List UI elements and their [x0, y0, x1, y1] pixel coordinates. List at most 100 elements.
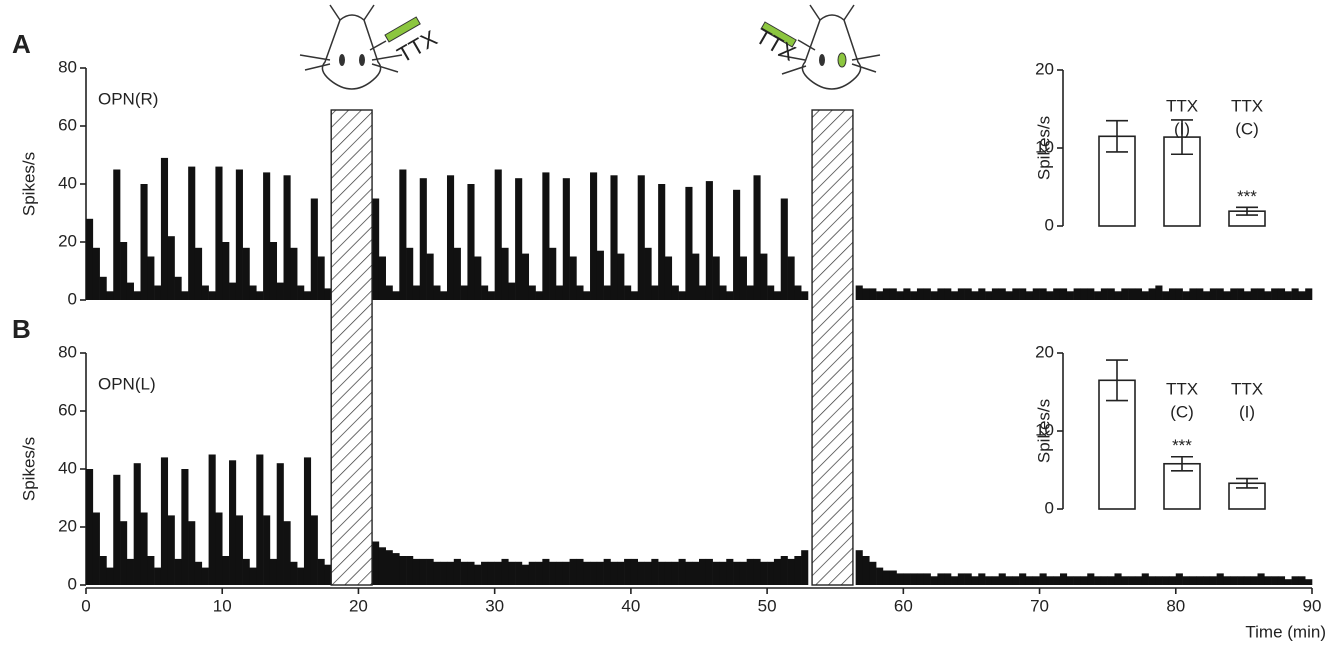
histogram-bar [276, 463, 284, 585]
category-label: (I) [1239, 402, 1255, 421]
histogram-bar [957, 573, 965, 585]
histogram-bar [678, 291, 686, 300]
histogram-bar [658, 561, 666, 585]
error-bar [1106, 359, 1128, 402]
histogram-bar [528, 561, 536, 585]
histogram-bar [964, 573, 972, 585]
histogram-bar [699, 558, 707, 585]
histogram-bar [1189, 288, 1197, 300]
histogram-bar [283, 175, 291, 300]
histogram-bar [957, 288, 965, 300]
histogram-bar [910, 573, 918, 585]
panel-letter: B [12, 314, 31, 344]
histogram-bar [773, 291, 782, 300]
histogram-bar [705, 558, 713, 585]
histogram-bar [201, 567, 209, 585]
histogram-bar [317, 256, 325, 300]
histogram-bar [1025, 291, 1034, 300]
histogram-bar [1209, 288, 1217, 300]
histogram-bar [1005, 291, 1013, 300]
histogram-bar [1182, 576, 1190, 585]
histogram-bar [1073, 576, 1081, 585]
category-label: (C) [1235, 119, 1259, 138]
histogram-bar [903, 288, 911, 300]
histogram-bar [501, 247, 509, 300]
y-tick-label: 10 [1035, 137, 1054, 156]
ttx-interval [811, 109, 854, 586]
x-tick-label: 20 [349, 596, 368, 615]
histogram-bar [1291, 288, 1299, 300]
histogram-bar [426, 253, 434, 300]
category-label: (C) [1170, 402, 1194, 421]
histogram-bar [685, 561, 693, 585]
histogram-bar [719, 561, 727, 585]
category-label: (I) [1174, 119, 1190, 138]
histogram-bar [406, 556, 414, 585]
histogram-bar [1059, 288, 1068, 300]
x-tick-label: 80 [1166, 596, 1185, 615]
histogram-bar [964, 288, 972, 300]
histogram-bar [1039, 573, 1047, 585]
histogram-bar [1264, 576, 1272, 585]
histogram-bar [991, 288, 999, 300]
histogram-bar [1250, 576, 1258, 585]
histogram-bar [1203, 291, 1211, 300]
histogram-bar [1107, 576, 1115, 585]
x-tick-label: 0 [81, 596, 90, 615]
histogram-bar [930, 576, 938, 585]
error-bar [1236, 206, 1258, 216]
histogram-bar [712, 256, 720, 300]
histogram-bar [1216, 573, 1224, 585]
category-label: TTX [1231, 379, 1263, 398]
histogram-bar [1080, 576, 1088, 585]
histogram-bar [780, 198, 788, 300]
histogram-bar [1243, 291, 1251, 300]
histogram-bar [787, 256, 795, 300]
histogram-bar [1284, 579, 1292, 585]
histogram-bar [99, 556, 107, 585]
histogram-bar [188, 166, 196, 300]
y-axis-label: Spikes/s [1034, 116, 1053, 180]
histogram-bar [1305, 579, 1313, 585]
histogram-bar [392, 553, 400, 585]
histogram-bar [1121, 288, 1129, 300]
histogram-bar [644, 561, 652, 585]
histogram-bar [733, 189, 741, 300]
histogram-bar [86, 469, 94, 585]
histogram-bar [555, 561, 564, 585]
y-tick-label: 60 [58, 115, 77, 134]
x-tick-label: 90 [1303, 596, 1322, 615]
histogram-bar [944, 288, 952, 300]
histogram-bar [1230, 576, 1238, 585]
histogram-bar [412, 285, 421, 300]
histogram-bar [303, 457, 312, 585]
histogram-bar [1230, 288, 1238, 300]
histogram-bar [147, 556, 155, 585]
histogram-bar [1100, 288, 1108, 300]
histogram-bar [1298, 291, 1306, 300]
histogram-bar [773, 558, 782, 585]
histogram-bar [583, 291, 591, 300]
histogram-bar [767, 285, 775, 300]
histogram-bar [1223, 291, 1231, 300]
histogram-bar [126, 558, 134, 585]
histogram-bar [392, 291, 400, 300]
histogram-bar [733, 561, 741, 585]
histogram-bar [1025, 576, 1034, 585]
histogram-bar [1216, 288, 1224, 300]
histogram-bar [576, 285, 584, 300]
histogram-bar [1032, 288, 1040, 300]
histogram-bar [869, 561, 877, 585]
histogram-bar [467, 184, 475, 300]
histogram-bar [1114, 573, 1122, 585]
histogram-bar [1134, 576, 1143, 585]
error-bar [1236, 477, 1258, 489]
histogram-bar [903, 573, 911, 585]
histogram-bar [780, 556, 788, 585]
histogram-bar [1046, 291, 1054, 300]
histogram-bar [617, 561, 625, 585]
histogram-bar [1243, 576, 1251, 585]
histogram-bar [916, 288, 925, 300]
